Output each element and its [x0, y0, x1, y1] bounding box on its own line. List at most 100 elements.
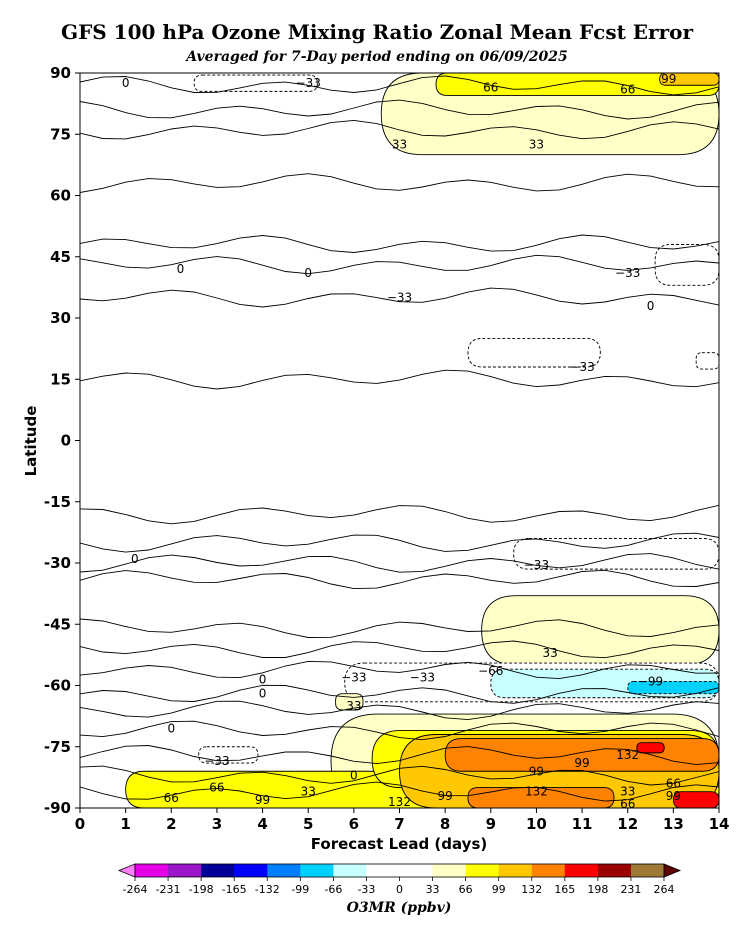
contour-lines [80, 75, 719, 802]
contour-line [80, 287, 719, 308]
x-tick-label: 12 [617, 815, 638, 833]
contour-label: 66 [620, 82, 635, 96]
contour-label: −33 [296, 76, 321, 90]
colorbar-tick-label: 198 [587, 883, 608, 896]
contour-label: 132 [525, 785, 548, 799]
y-tick-label: 75 [50, 125, 71, 143]
x-tick-label: 2 [166, 815, 176, 833]
x-tick-label: 1 [120, 815, 130, 833]
y-tick-label: 15 [50, 370, 71, 388]
contour-line [80, 369, 719, 390]
contour-label: 0 [131, 552, 139, 566]
colorbar-tick-label: -198 [189, 883, 214, 896]
colorbar-swatch [333, 864, 367, 877]
x-tick-label: 5 [303, 815, 313, 833]
contour-line [80, 781, 719, 802]
contour-line [80, 660, 719, 680]
colorbar-swatch [465, 864, 499, 877]
contour-label: 66 [666, 777, 681, 791]
contour-label: 99 [661, 72, 676, 86]
colorbar-label: O3MR (ppbv) [347, 900, 452, 916]
error-region [193, 74, 318, 92]
contour-label: 99 [438, 789, 453, 803]
x-axis-ticks: 0 1 2 3 4 5 6 7 8 9 10 11 12 13 14 [75, 808, 730, 833]
error-region [659, 73, 719, 86]
x-axis-label: Forecast Lead (days) [311, 835, 487, 853]
colorbar-tick-label: -66 [324, 883, 342, 896]
y-tick-label: 30 [50, 309, 71, 327]
x-tick-label: 9 [486, 815, 496, 833]
contour-label: 33 [301, 785, 316, 799]
contour-label: 33 [392, 137, 407, 151]
contour-line [80, 700, 719, 721]
contour-label: 0 [177, 262, 185, 276]
colorbar-swatch [201, 864, 235, 877]
y-axis-label: Latitude [22, 406, 40, 477]
chart-subtitle: Averaged for 7-Day period ending on 06/0… [186, 49, 568, 65]
colorbar-swatch [135, 864, 169, 877]
contour-line [80, 553, 719, 573]
colorbar-swatch [267, 864, 301, 877]
y-tick-label: -60 [44, 677, 71, 695]
contour-line [80, 119, 719, 140]
y-tick-label: -15 [44, 493, 71, 511]
y-tick-label: -75 [44, 738, 71, 756]
colorbar-tick-label: -264 [123, 883, 148, 896]
x-tick-label: 6 [349, 815, 359, 833]
colorbar-tick-label: 99 [492, 883, 506, 896]
error-region [672, 791, 719, 808]
error-region [467, 337, 601, 368]
error-region [695, 352, 719, 370]
y-tick-label: -30 [44, 554, 71, 572]
contour-line [80, 75, 719, 96]
colorbar-swatch [432, 864, 466, 877]
y-tick-label: 0 [61, 432, 71, 450]
contour-label: −33 [204, 754, 229, 768]
colorbar-swatch [366, 864, 400, 877]
contour-label: 99 [666, 789, 681, 803]
contour-label: 33 [346, 699, 361, 713]
contour-label: 33 [542, 646, 557, 660]
y-tick-label: -90 [44, 799, 71, 817]
colorbar-tick-label: 0 [396, 883, 403, 896]
contour-label: −33 [387, 291, 412, 305]
contour-line [80, 618, 719, 638]
colorbar-tick-label: 66 [459, 883, 473, 896]
contour-label: 66 [483, 80, 498, 94]
contour-label: 66 [209, 781, 224, 795]
colorbar-swatch [630, 864, 665, 877]
colorbar-swatch [168, 864, 202, 877]
contour-label: 132 [616, 748, 639, 762]
contour-line [80, 234, 719, 253]
colorbar-under-arrow [117, 863, 136, 878]
contour-label: −99 [638, 674, 663, 688]
x-tick-label: 7 [394, 815, 404, 833]
contour-line [80, 532, 719, 553]
x-tick-label: 14 [709, 815, 730, 833]
colorbar-tick-label: -231 [156, 883, 181, 896]
contour-label: 66 [620, 797, 635, 811]
contour-line [80, 99, 719, 120]
chart-title: GFS 100 hPa Ozone Mixing Ratio Zonal Mea… [61, 20, 693, 44]
error-region [636, 742, 665, 754]
x-tick-label: 0 [75, 815, 85, 833]
contour-label: 0 [259, 672, 267, 686]
y-tick-label: 60 [50, 187, 71, 205]
colorbar-tick-label: -132 [255, 883, 280, 896]
contour-label: −33 [569, 360, 594, 374]
colorbar-swatch [234, 864, 268, 877]
colorbar-tick-label: -165 [222, 883, 247, 896]
colorbar-tick-label: 264 [654, 883, 675, 896]
contour-line [80, 173, 719, 193]
error-region [198, 746, 259, 764]
colorbar-tick-label: 33 [426, 883, 440, 896]
x-tick-label: 13 [663, 815, 684, 833]
contour-label: −33 [341, 670, 366, 684]
contour-line [80, 254, 719, 275]
contour-label: −33 [524, 558, 549, 572]
x-tick-label: 4 [257, 815, 267, 833]
colorbar-swatch [300, 864, 334, 877]
contour-line [80, 640, 719, 659]
contour-label: 33 [620, 785, 635, 799]
